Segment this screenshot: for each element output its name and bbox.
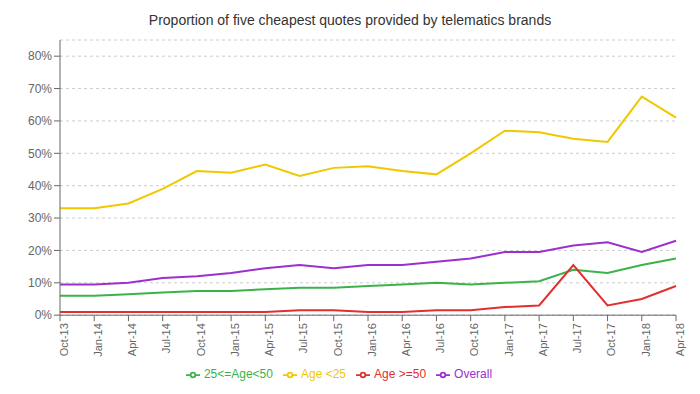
svg-text:Jan-16: Jan-16 xyxy=(366,323,378,357)
html-text:Proportion of five cheapest qu: Proportion of five cheapest quotes provi… xyxy=(148,12,552,28)
svg-text:Jan-17: Jan-17 xyxy=(503,323,515,357)
svg-text:Jan-15: Jan-15 xyxy=(229,323,241,357)
svg-text:30%: 30% xyxy=(28,211,52,225)
svg-text:Apr-16: Apr-16 xyxy=(400,323,412,356)
svg-text:Oct-17: Oct-17 xyxy=(605,323,617,356)
svg-text:60%: 60% xyxy=(28,114,52,128)
html-text:Age >=50: Age >=50 xyxy=(374,367,427,382)
svg-text:Apr-15: Apr-15 xyxy=(263,323,275,356)
svg-text:Oct-15: Oct-15 xyxy=(332,323,344,356)
svg-text:Jul-17: Jul-17 xyxy=(571,323,583,353)
html-text:Age <25: Age <25 xyxy=(301,367,346,382)
svg-text:Apr-14: Apr-14 xyxy=(126,323,138,356)
svg-text:10%: 10% xyxy=(28,276,52,290)
svg-text:Apr-18: Apr-18 xyxy=(674,323,686,356)
html-text:25<=Age<50: 25<=Age<50 xyxy=(203,367,273,382)
svg-text:80%: 80% xyxy=(28,49,52,63)
svg-text:Jul-14: Jul-14 xyxy=(160,323,172,353)
html-text:Overall: Overall xyxy=(454,367,493,382)
svg-text:70%: 70% xyxy=(28,82,52,96)
svg-text:50%: 50% xyxy=(28,147,52,161)
svg-text:Oct-14: Oct-14 xyxy=(195,323,207,356)
svg-text:Oct-16: Oct-16 xyxy=(468,323,480,356)
svg-text:20%: 20% xyxy=(28,244,52,258)
svg-text:Jul-15: Jul-15 xyxy=(297,323,309,353)
svg-text:Apr-17: Apr-17 xyxy=(537,323,549,356)
svg-text:Jan-18: Jan-18 xyxy=(640,323,652,357)
svg-text:Oct-13: Oct-13 xyxy=(58,323,70,356)
svg-text:Jan-14: Jan-14 xyxy=(92,323,104,357)
svg-text:40%: 40% xyxy=(28,179,52,193)
svg-text:Jul-16: Jul-16 xyxy=(434,323,446,353)
svg-text:0%: 0% xyxy=(35,308,53,322)
